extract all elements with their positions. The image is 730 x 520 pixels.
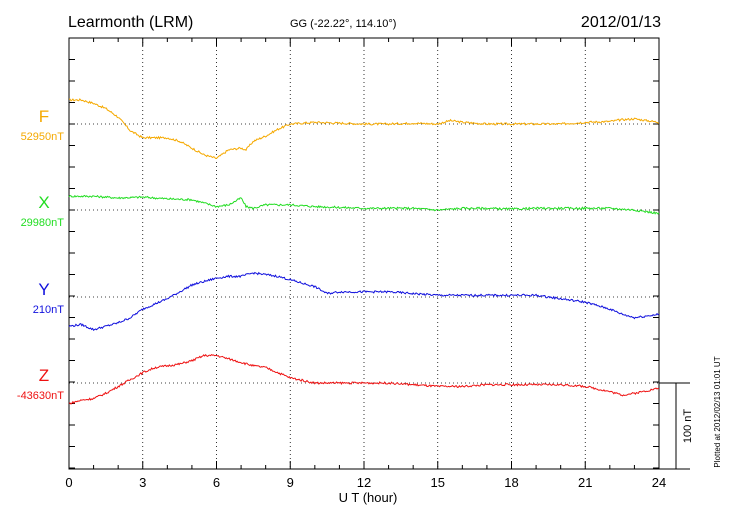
series-name-y: Y [38,280,49,299]
grid-lines [142,38,586,469]
series-baseline-y: 210nT [33,304,64,316]
x-tick-label: 15 [431,475,445,490]
series-name-z: Z [39,366,49,385]
station-coordinates: GG (-22.22°, 114.10°) [290,18,396,30]
series-line-f [69,98,660,160]
series-baseline-f: 52950nT [21,131,65,143]
x-tick-label: 3 [139,475,146,490]
series-labels: F 52950nT X 29980nT Y 210nT Z -43630nT [17,107,64,402]
series-name-x: X [38,193,49,212]
series-line-z [68,353,660,405]
y-minor-ticks [69,59,659,469]
x-tick-label: 24 [652,475,666,490]
x-tick-label: 9 [287,475,294,490]
series-line-x [68,194,660,215]
chart-date: 2012/01/13 [581,14,661,31]
series-baseline-z: -43630nT [17,390,64,402]
x-axis-label: U T (hour) [339,490,398,505]
x-tick-label: 12 [357,475,371,490]
series-lines [68,98,660,405]
x-tick-label: 21 [578,475,592,490]
scale-bar-label: 100 nT [682,409,694,444]
series-baseline-x: 29980nT [21,217,65,229]
station-title: Learmonth (LRM) [68,14,193,31]
x-tick-label: 6 [213,475,220,490]
x-tick-label: 0 [65,475,72,490]
x-axis-ticks: 0 3 6 9 12 15 18 21 24 [65,38,666,490]
plotted-timestamp: Plotted at 2012/02/13 01:01 UT [713,356,722,467]
series-line-y [68,271,660,332]
series-name-f: F [39,107,49,126]
scale-bar: 100 nT [659,382,694,470]
x-tick-label: 18 [504,475,518,490]
